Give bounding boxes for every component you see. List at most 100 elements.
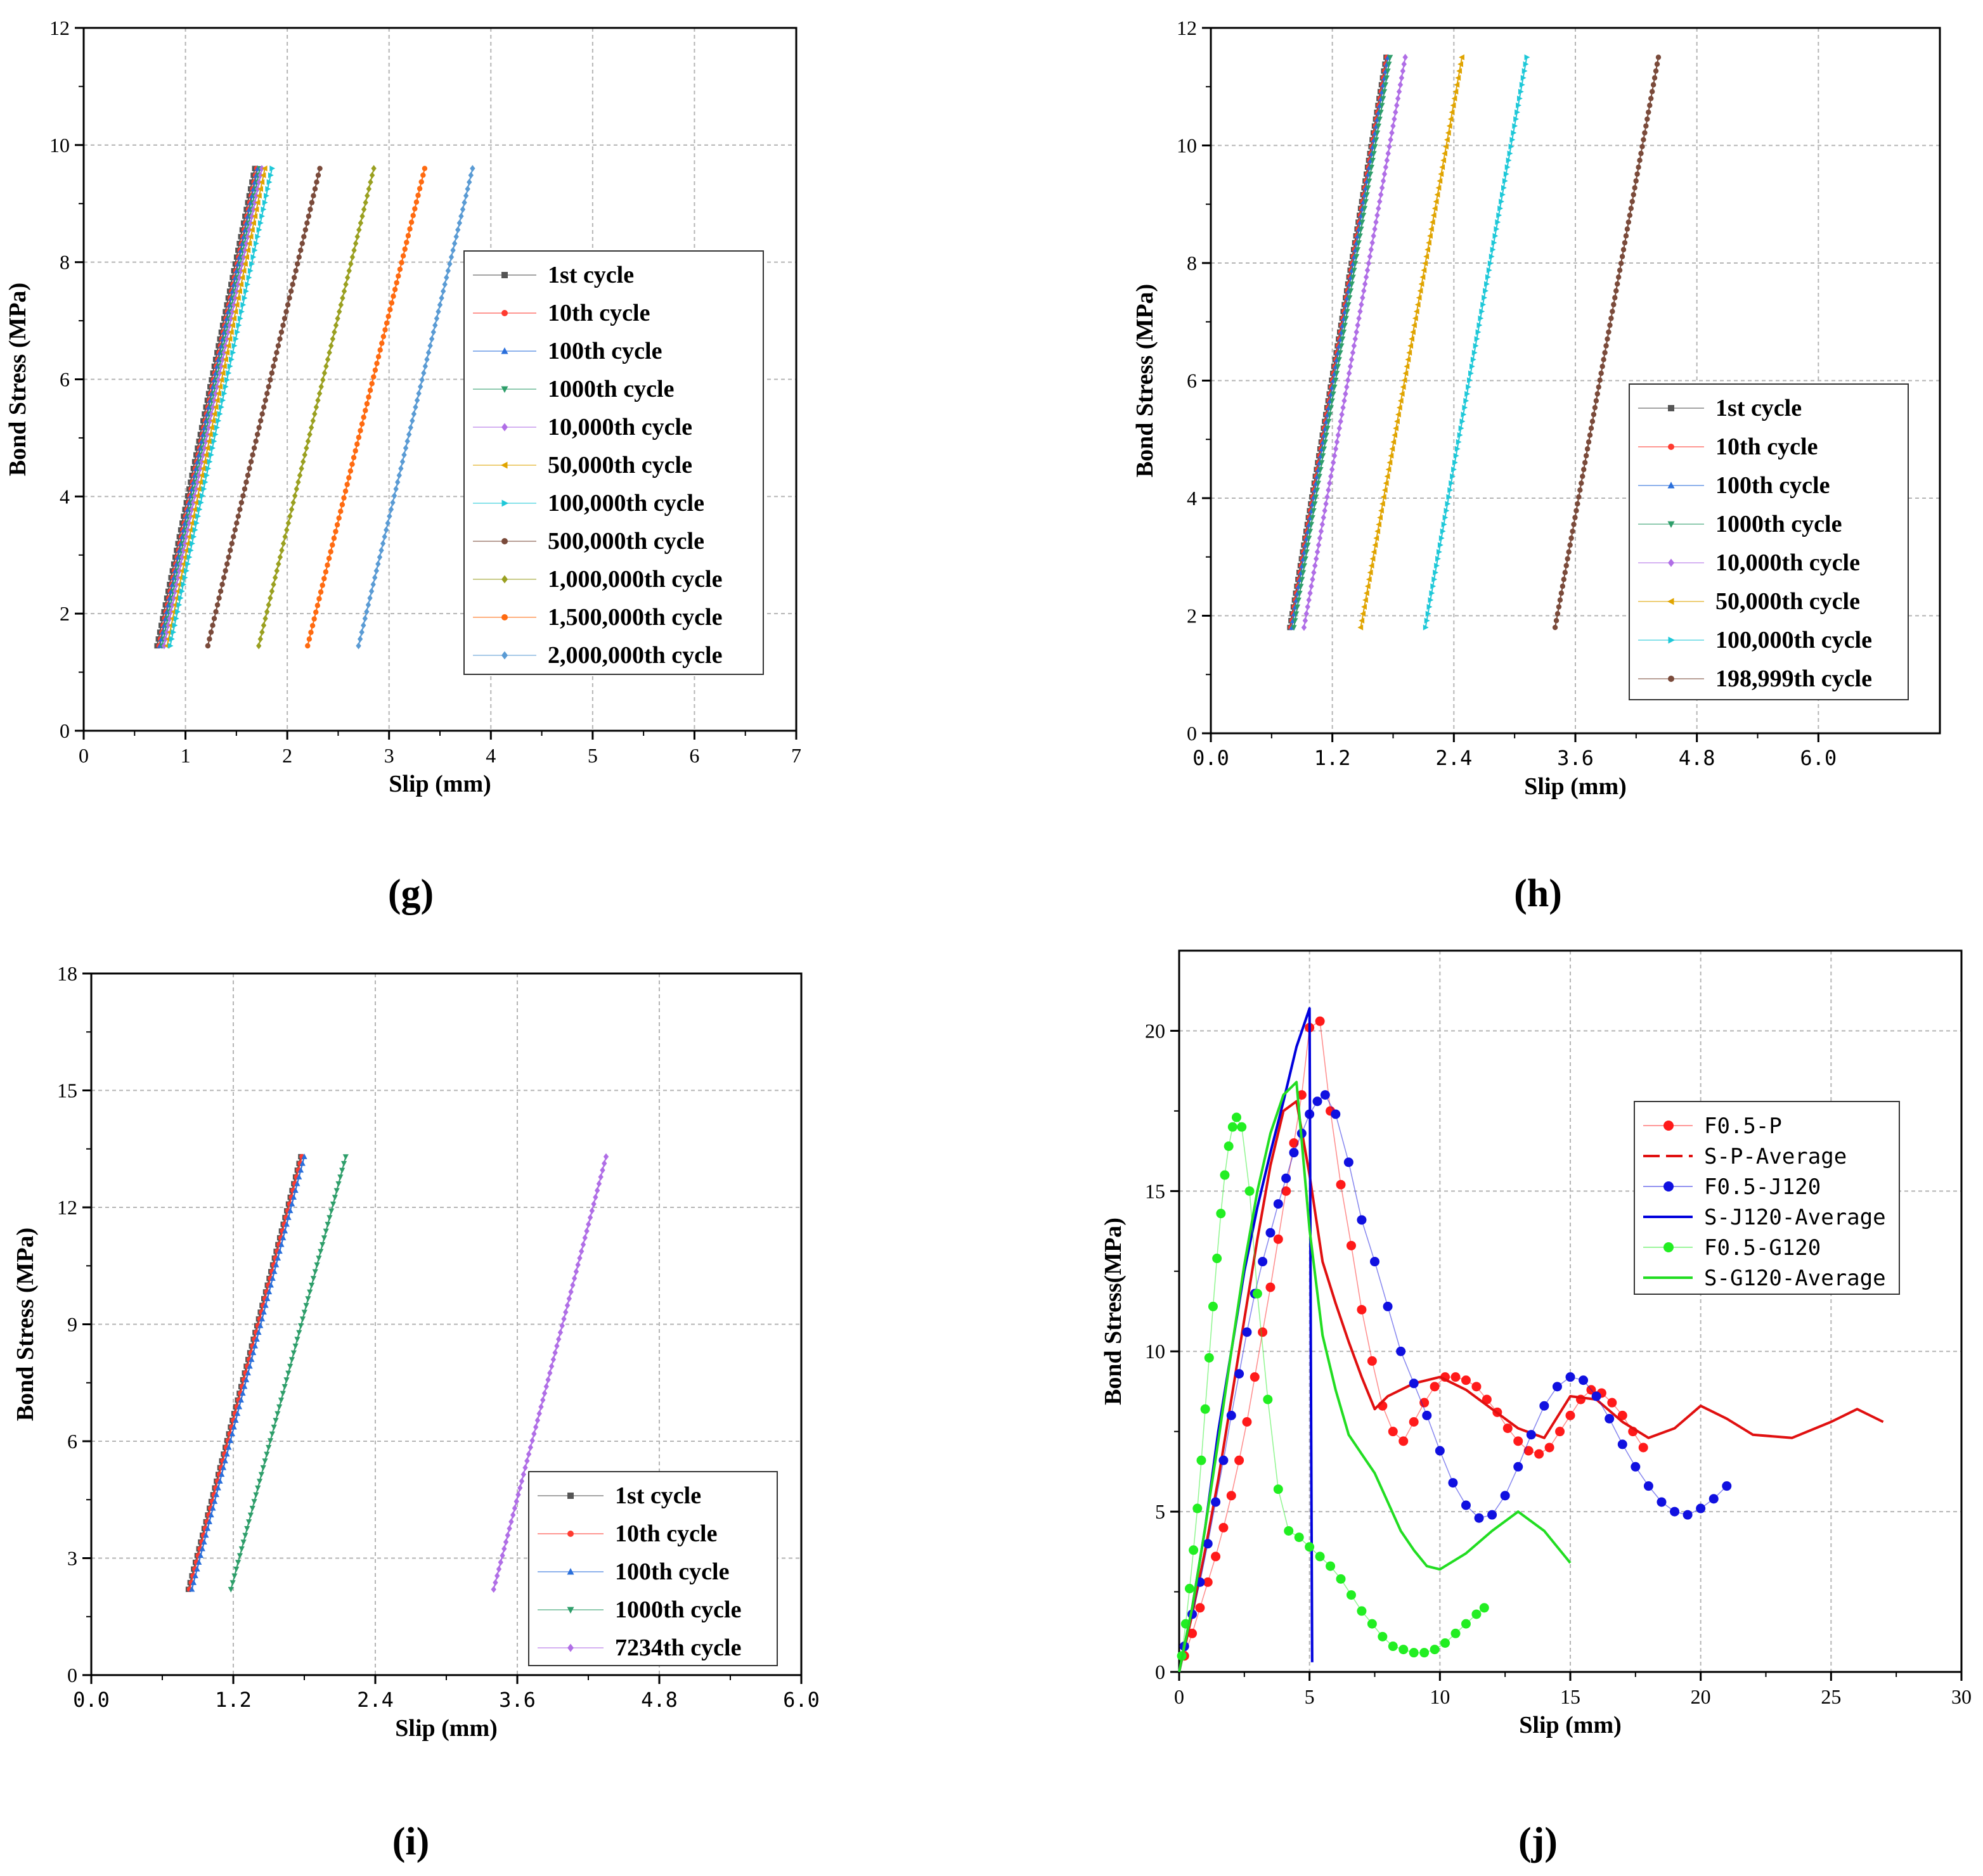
data-point [1461,1375,1471,1385]
data-point [1366,576,1372,582]
series-1000th-cycle [1291,55,1393,631]
data-point [1372,542,1378,548]
data-point [218,376,224,383]
data-point [1301,624,1307,631]
legend-item: F0.5-G120 [1643,1235,1821,1261]
data-point [1605,336,1610,342]
data-point [365,601,371,608]
data-point [268,594,273,602]
data-point [1378,508,1384,514]
y-tick-label: 0 [67,1664,77,1686]
data-point [397,266,403,273]
data-point [380,333,387,340]
data-point [287,1207,294,1214]
data-point [417,186,423,191]
data-point [1611,302,1617,307]
data-point [1485,274,1491,280]
data-point [371,374,377,380]
data-point [333,529,339,534]
data-point [1450,1372,1461,1382]
data-point [255,642,262,650]
data-point [309,200,315,205]
data-point [432,321,438,329]
legend-box [463,250,764,675]
data-point [439,294,444,302]
data-point [418,179,424,185]
series-s-g120-average [1178,1081,1572,1673]
data-point [194,1565,200,1572]
data-point [223,356,228,363]
data-point [1306,536,1312,542]
data-point [1447,487,1454,493]
data-point [1607,1397,1617,1408]
data-point [207,458,213,465]
data-point [361,205,367,213]
data-point [541,1389,548,1397]
data-point [408,219,415,225]
data-point [1467,377,1473,383]
data-point [1311,569,1317,576]
legend-marker [1668,444,1674,450]
data-point [399,260,404,266]
data-point [309,622,316,629]
data-point [579,1247,585,1255]
data-point [205,643,211,649]
data-point [259,1316,266,1321]
data-point [1480,301,1487,308]
y-tick-label: 12 [57,1196,77,1219]
data-point [276,1404,283,1410]
data-point [224,376,230,383]
data-point [1362,199,1369,205]
data-point [424,356,430,363]
y-tick-label: 0 [1187,722,1197,745]
data-point [1345,302,1352,308]
data-point [217,1477,223,1484]
legend-label: 2,000,000th cycle [548,642,722,669]
data-point [1581,466,1587,472]
legend-label: 1,000,000th cycle [548,566,722,593]
data-point [352,240,359,247]
legend-label: 198,999th cycle [1715,665,1872,692]
data-point [1380,177,1386,184]
data-point [1436,549,1442,555]
data-point [1592,404,1598,411]
data-point [1683,1510,1693,1520]
y-tick-label: 5 [1155,1500,1165,1523]
data-point [1615,274,1622,280]
data-point [385,313,391,319]
data-point [366,394,371,400]
y-tick-label: 18 [57,962,77,985]
data-point [1351,267,1357,274]
data-point [358,219,364,227]
data-point [226,554,231,560]
data-point [1343,1157,1353,1167]
data-point [1377,198,1383,205]
data-point [465,185,470,193]
data-point [1614,281,1620,287]
data-point [254,432,261,437]
data-point [406,430,412,438]
data-point [491,1586,496,1593]
data-point [266,1288,273,1295]
data-point [543,1383,549,1391]
data-point [1398,1645,1409,1655]
data-point [262,615,268,622]
data-point [380,540,386,548]
data-point [195,492,200,499]
data-point [323,569,329,575]
data-point [1649,89,1655,94]
data-point [1402,53,1408,61]
data-point [517,1484,523,1492]
data-point [1588,425,1594,431]
legend-marker [1667,521,1675,528]
data-point [1429,590,1435,596]
y-tick-label: 15 [57,1079,77,1102]
data-point [1227,1122,1237,1132]
data-point [1359,617,1365,624]
data-point [1425,610,1431,617]
data-point [1450,102,1456,108]
data-point [299,1316,306,1323]
legend-item: F0.5-P [1643,1114,1782,1139]
data-point [304,444,309,452]
data-point [407,226,413,232]
